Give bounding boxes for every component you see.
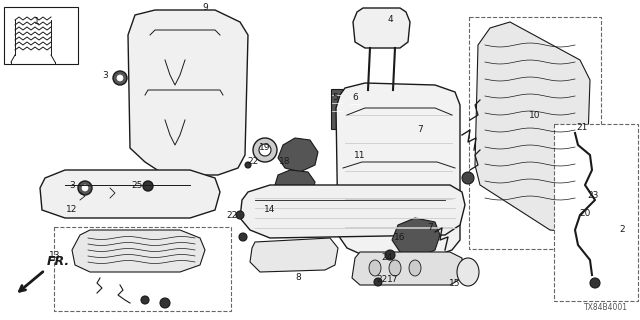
Text: 15: 15 [449,278,461,287]
Circle shape [143,181,153,191]
Text: 7: 7 [427,223,433,233]
Circle shape [590,278,600,288]
Text: 16: 16 [394,234,406,243]
Circle shape [259,144,271,156]
Text: 23: 23 [588,190,598,199]
Text: 25: 25 [131,180,143,189]
Text: FR.: FR. [47,255,70,268]
Text: 17: 17 [387,276,399,284]
FancyBboxPatch shape [4,7,78,64]
Ellipse shape [409,260,421,276]
Circle shape [160,298,170,308]
Circle shape [141,296,149,304]
Text: 19: 19 [259,143,271,153]
Polygon shape [392,218,440,258]
FancyBboxPatch shape [554,124,638,301]
Text: 14: 14 [264,205,276,214]
Circle shape [117,75,123,81]
Text: 8: 8 [295,274,301,283]
Text: 24: 24 [381,253,392,262]
FancyBboxPatch shape [469,17,601,249]
FancyBboxPatch shape [54,227,231,311]
Text: 4: 4 [387,15,393,25]
Circle shape [236,211,244,219]
Polygon shape [72,230,205,272]
Text: 1: 1 [34,18,40,27]
Circle shape [78,181,92,195]
Text: 11: 11 [355,150,365,159]
Text: 7: 7 [417,125,423,134]
Polygon shape [336,83,460,256]
FancyBboxPatch shape [331,89,343,129]
Polygon shape [353,8,410,48]
FancyBboxPatch shape [349,87,361,129]
Circle shape [113,71,127,85]
Text: 22: 22 [227,211,237,220]
Polygon shape [352,252,462,285]
Text: 5: 5 [332,93,338,102]
Circle shape [245,162,251,168]
Polygon shape [278,138,318,172]
Text: 3: 3 [69,180,75,189]
Text: 12: 12 [67,205,77,214]
Polygon shape [475,22,590,232]
Polygon shape [128,10,248,175]
Text: 3: 3 [102,70,108,79]
Circle shape [253,138,277,162]
Circle shape [385,250,395,260]
Polygon shape [250,238,338,272]
Text: 18: 18 [279,157,291,166]
Circle shape [462,172,474,184]
Ellipse shape [389,260,401,276]
Text: 22: 22 [376,276,388,284]
Polygon shape [40,170,220,218]
Circle shape [239,233,247,241]
Circle shape [374,278,382,286]
Text: 20: 20 [579,209,591,218]
Circle shape [82,185,88,191]
Polygon shape [275,170,315,200]
Text: TX84B4001: TX84B4001 [584,303,628,312]
Text: 2: 2 [619,226,625,235]
Text: 21: 21 [576,124,588,132]
Polygon shape [240,185,465,238]
Text: 9: 9 [202,4,208,12]
Ellipse shape [457,258,479,286]
Text: 6: 6 [352,93,358,102]
Text: 10: 10 [529,110,541,119]
Ellipse shape [369,260,381,276]
Text: 22: 22 [248,157,259,166]
Text: 13: 13 [49,251,61,260]
